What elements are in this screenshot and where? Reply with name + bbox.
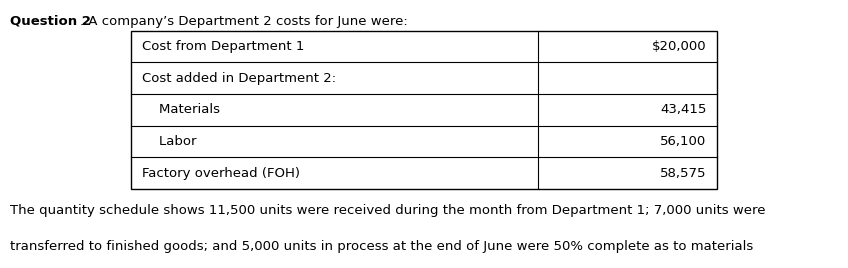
Text: Question 2: Question 2: [10, 15, 91, 28]
Text: . A company’s Department 2 costs for June were:: . A company’s Department 2 costs for Jun…: [80, 15, 407, 28]
Text: The quantity schedule shows 11,500 units were received during the month from Dep: The quantity schedule shows 11,500 units…: [10, 204, 766, 217]
Text: 58,575: 58,575: [660, 167, 706, 180]
Text: Materials: Materials: [142, 103, 220, 116]
Text: Cost added in Department 2:: Cost added in Department 2:: [142, 72, 336, 85]
Text: $20,000: $20,000: [652, 40, 706, 53]
Text: transferred to finished goods; and 5,000 units in process at the end of June wer: transferred to finished goods; and 5,000…: [10, 240, 753, 253]
Text: Labor: Labor: [142, 135, 196, 148]
Text: Factory overhead (FOH): Factory overhead (FOH): [142, 167, 299, 180]
Text: 43,415: 43,415: [660, 103, 706, 116]
Text: 56,100: 56,100: [660, 135, 706, 148]
Text: Cost from Department 1: Cost from Department 1: [142, 40, 304, 53]
